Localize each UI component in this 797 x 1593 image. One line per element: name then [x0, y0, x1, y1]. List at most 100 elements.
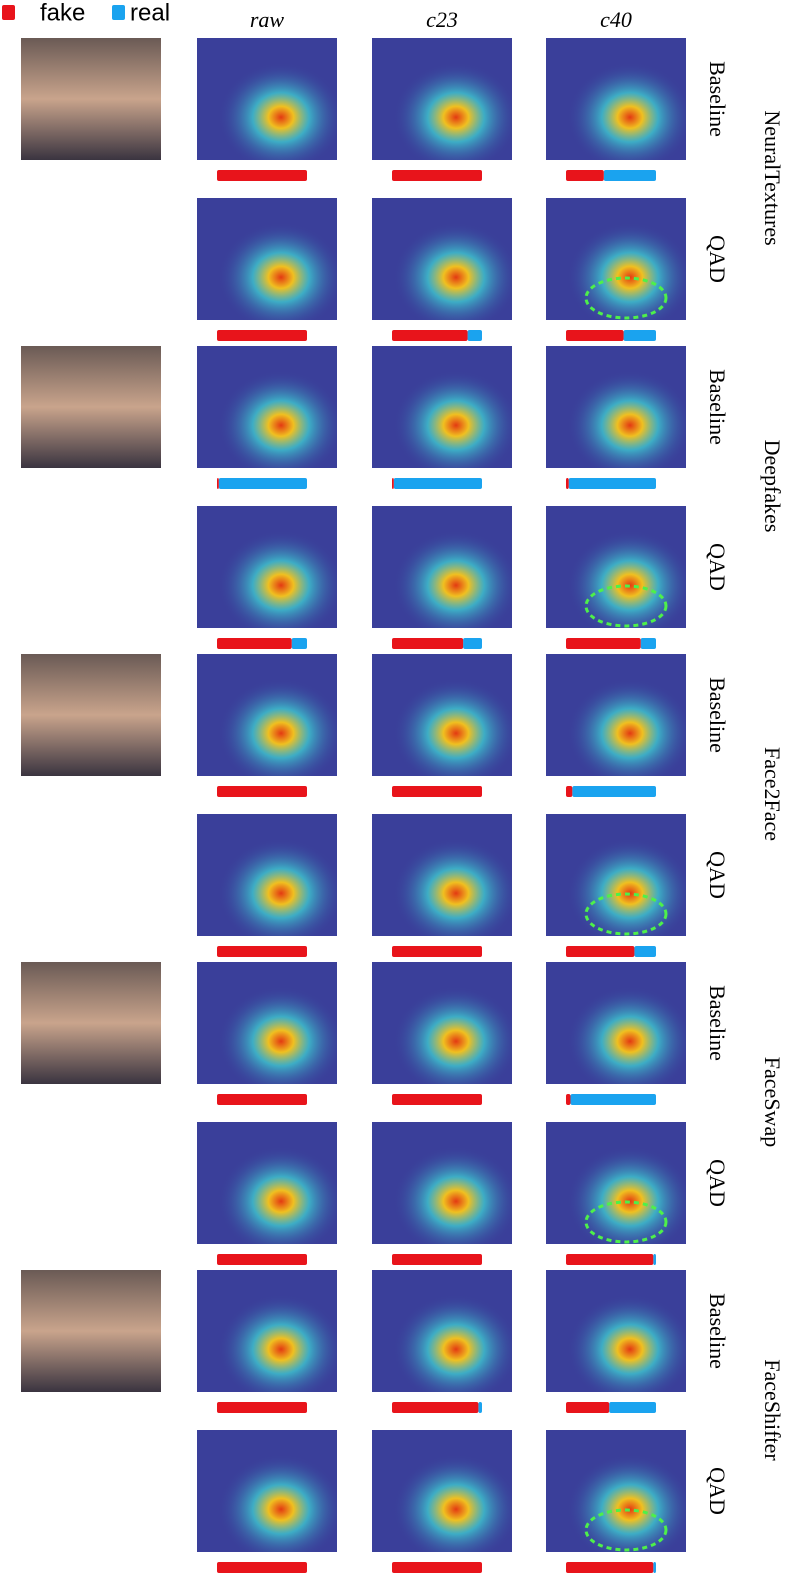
- dataset-label: FaceSwap: [760, 1057, 785, 1147]
- bar-fake: [566, 946, 634, 957]
- row-label: Baseline: [705, 369, 730, 445]
- row-label: QAD: [705, 1467, 730, 1515]
- bar-fake: [217, 946, 307, 957]
- dataset-label: NeuralTextures: [760, 110, 785, 245]
- heatmap-overlay: [197, 198, 337, 320]
- legend-swatch-real: [112, 5, 125, 20]
- bar-real: [571, 1094, 657, 1105]
- bar-fake: [566, 638, 641, 649]
- bar-fake: [566, 1254, 653, 1265]
- bar-fake: [392, 170, 482, 181]
- bar-real: [641, 638, 656, 649]
- source-image: [21, 962, 161, 1084]
- bar-real: [609, 1402, 656, 1413]
- source-image: [21, 346, 161, 468]
- bar-fake: [566, 330, 624, 341]
- row-label: Baseline: [705, 677, 730, 753]
- heatmap-overlay: [197, 346, 337, 468]
- bar-real: [634, 946, 656, 957]
- heatmap-overlay: [372, 1430, 512, 1552]
- heatmap-overlay: [372, 1270, 512, 1392]
- bar-real: [468, 330, 482, 341]
- bar-fake: [566, 170, 604, 181]
- source-image: [21, 1270, 161, 1392]
- column-header: c40: [600, 7, 632, 32]
- bar-real: [604, 170, 656, 181]
- heatmap-overlay: [197, 962, 337, 1084]
- heatmap-overlay: [197, 1270, 337, 1392]
- bar-fake: [392, 330, 468, 341]
- heatmap-overlay: [372, 198, 512, 320]
- row-label: QAD: [705, 543, 730, 591]
- bar-fake: [392, 1402, 478, 1413]
- bar-real: [463, 638, 482, 649]
- page: fake real raw c23 c40 NeuralTextures Baselin…: [0, 0, 797, 1593]
- column-header: raw: [250, 7, 285, 32]
- heatmap-overlay: [197, 1122, 337, 1244]
- bar-fake: [566, 1094, 571, 1105]
- heatmap-overlay: [372, 506, 512, 628]
- bar-fake: [392, 478, 394, 489]
- row-label: QAD: [705, 1159, 730, 1207]
- bar-real: [569, 478, 656, 489]
- column-header: c23: [426, 7, 458, 32]
- bar-fake: [217, 170, 307, 181]
- bar-fake: [392, 786, 482, 797]
- row-label: QAD: [705, 235, 730, 283]
- dataset-label: Face2Face: [760, 747, 785, 841]
- legend-label: real: [130, 0, 170, 26]
- heatmap-overlay: [372, 346, 512, 468]
- heatmap-overlay: [372, 962, 512, 1084]
- heatmap-overlay: [372, 1122, 512, 1244]
- bar-real: [219, 478, 307, 489]
- bar-real: [292, 638, 307, 649]
- bar-fake: [566, 1562, 653, 1573]
- heatmap-overlay: [372, 38, 512, 160]
- heatmap-overlay: [197, 1430, 337, 1552]
- heatmap-overlay: [546, 962, 686, 1084]
- heatmap-overlay: [197, 814, 337, 936]
- bar-fake: [392, 638, 463, 649]
- legend-label: fake: [40, 0, 85, 26]
- dataset-label: Deepfakes: [760, 440, 785, 533]
- heatmap-overlay: [546, 654, 686, 776]
- bar-fake: [217, 330, 307, 341]
- bar-fake: [392, 1562, 482, 1573]
- bar-real: [653, 1254, 656, 1265]
- heatmap-overlay: [197, 654, 337, 776]
- bar-fake: [566, 1402, 609, 1413]
- figure: fake real raw c23 c40 NeuralTextures Baselin…: [0, 0, 797, 1593]
- heatmap-overlay: [546, 1270, 686, 1392]
- bar-fake: [566, 786, 572, 797]
- heatmap-overlay: [546, 38, 686, 160]
- heatmap-overlay: [197, 38, 337, 160]
- bar-fake: [392, 1254, 482, 1265]
- legend-swatch-fake: [2, 5, 15, 20]
- bar-fake: [566, 478, 569, 489]
- bar-real: [653, 1562, 656, 1573]
- bar-real: [394, 478, 482, 489]
- bar-fake: [217, 478, 219, 489]
- bar-fake: [217, 786, 307, 797]
- bar-real: [624, 330, 656, 341]
- heatmap-overlay: [546, 346, 686, 468]
- bar-fake: [392, 946, 482, 957]
- bar-fake: [217, 1562, 307, 1573]
- bar-fake: [217, 1254, 307, 1265]
- bar-fake: [392, 1094, 482, 1105]
- bar-fake: [217, 1402, 307, 1413]
- heatmap-overlay: [372, 814, 512, 936]
- row-label: Baseline: [705, 985, 730, 1061]
- row-label: Baseline: [705, 1293, 730, 1369]
- source-image: [21, 38, 161, 160]
- source-image: [21, 654, 161, 776]
- row-label: Baseline: [705, 61, 730, 137]
- bar-fake: [217, 638, 292, 649]
- heatmap-overlay: [197, 506, 337, 628]
- row-label: QAD: [705, 851, 730, 899]
- heatmap-overlay: [372, 654, 512, 776]
- bar-real: [478, 1402, 482, 1413]
- bar-real: [572, 786, 656, 797]
- bar-fake: [217, 1094, 307, 1105]
- dataset-label: FaceShifter: [760, 1359, 785, 1461]
